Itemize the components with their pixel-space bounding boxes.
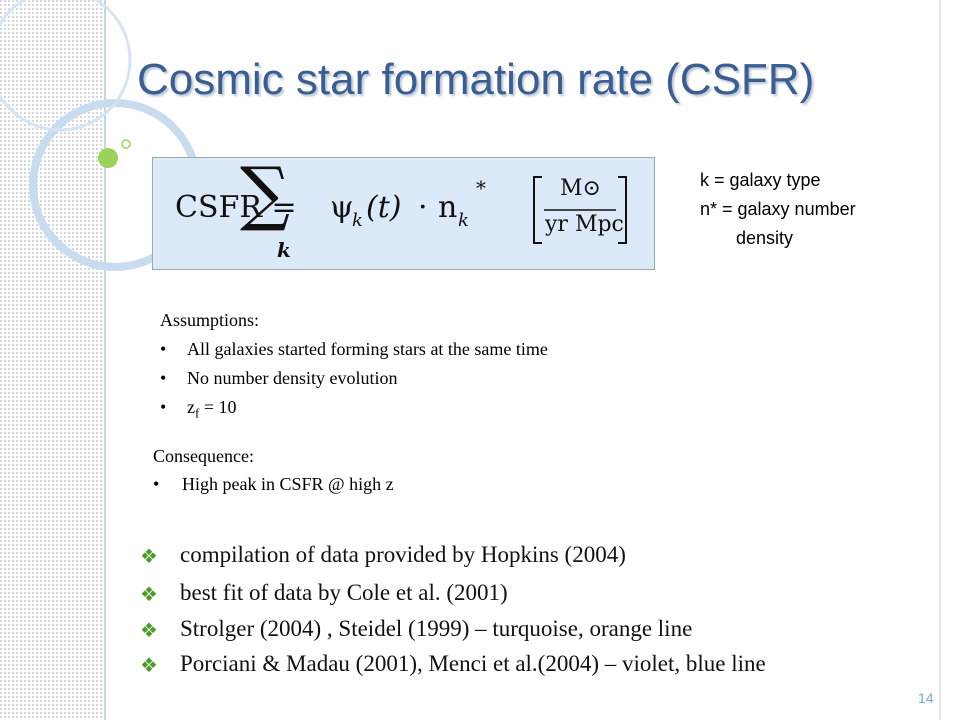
formula-sum-index: k — [277, 238, 291, 262]
bullet-icon: ❖ — [140, 584, 158, 606]
assumption-item: All galaxies started forming stars at th… — [187, 339, 548, 359]
consequence-item: High peak in CSFR @ high z — [182, 474, 394, 494]
title: Cosmic star formation rate (CSFR) — [137, 55, 815, 104]
assumptions-heading: Assumptions: — [160, 310, 260, 330]
note-line: density — [736, 228, 794, 248]
bullet-text: Strolger (2004) , Steidel (1999) – turqu… — [180, 616, 693, 641]
z: z — [187, 397, 195, 417]
note-line: k = galaxy type — [700, 170, 821, 190]
page-number: 14 — [918, 690, 934, 706]
formula-unit-den: yr Mpc — [545, 212, 624, 237]
bullet-icon: ❖ — [140, 655, 158, 677]
bullet-text: Porciani & Madau (2001), Menci et al.(20… — [180, 651, 766, 676]
formula-lhs: CSFR = — [175, 190, 297, 225]
bullet-text: compilation of data provided by Hopkins … — [180, 542, 626, 567]
formula-sum: ∑ — [240, 152, 290, 234]
assumption-item: zf = 10 — [187, 397, 237, 422]
note-line: n* = galaxy number — [700, 199, 856, 219]
formula-psi-index: k — [352, 210, 363, 231]
formula-n: n — [438, 190, 458, 225]
bullet-dot: • — [160, 368, 167, 388]
bullet-dot: • — [153, 474, 160, 494]
formula-box — [152, 157, 655, 270]
formula-n-index: k — [458, 210, 469, 231]
bullet-dot: • — [160, 339, 167, 359]
formula-psi: ψ — [330, 190, 354, 225]
z-rest: = 10 — [203, 397, 237, 417]
bullet-icon: ❖ — [140, 620, 158, 642]
assumption-item: No number density evolution — [187, 368, 398, 388]
formula-dot: · — [418, 190, 428, 225]
formula-star: * — [476, 176, 486, 200]
bullet-text: best fit of data by Cole et al. (2001) — [180, 580, 508, 605]
consequence-heading: Consequence: — [153, 446, 254, 466]
bullet-dot: • — [160, 397, 167, 417]
z-sub: f — [195, 405, 200, 421]
formula-unit-num: M⊙ — [560, 176, 601, 201]
bullet-icon: ❖ — [140, 546, 158, 568]
formula-brackets — [533, 176, 627, 244]
formula-arg: (t) — [366, 190, 402, 225]
